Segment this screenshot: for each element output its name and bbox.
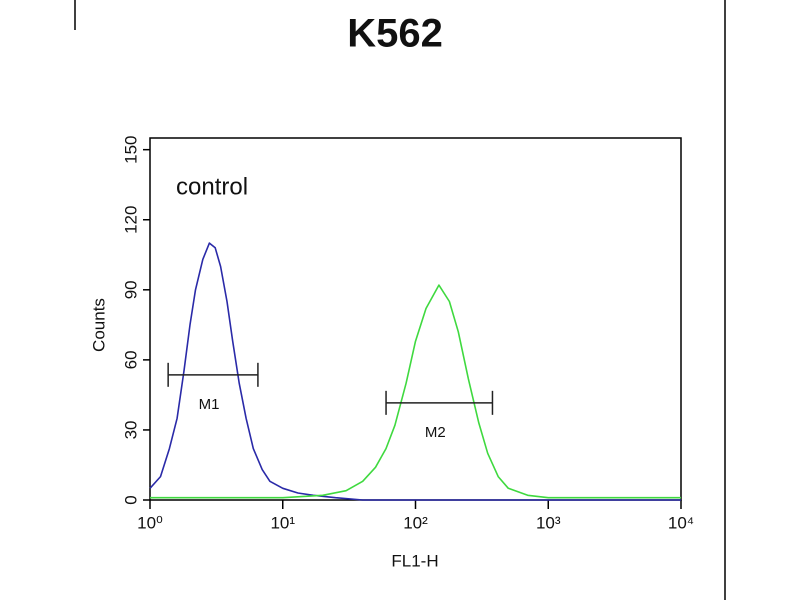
annotation: control [176, 173, 248, 200]
x-axis-label: FL1-H [391, 551, 438, 570]
histogram-line [149, 242, 681, 501]
marker-label: M1 [199, 396, 220, 413]
y-tick-label: 90 [121, 280, 140, 299]
x-tick-label: 10³ [536, 513, 561, 532]
marker-label: M2 [425, 424, 446, 441]
x-tick-label: 10¹ [270, 513, 295, 532]
histogram-line [150, 284, 681, 499]
chart-title: K562 [347, 12, 443, 56]
y-tick-label: 120 [121, 206, 140, 234]
y-axis-label: Counts [89, 298, 108, 352]
x-tick-label: 10⁴ [668, 513, 694, 532]
y-tick-label: 0 [121, 495, 140, 504]
y-tick-label: 150 [121, 135, 140, 163]
x-tick-label: 10² [403, 513, 428, 532]
x-tick-label: 10⁰ [137, 513, 163, 532]
y-tick-label: 30 [121, 420, 140, 439]
y-tick-label: 60 [121, 350, 140, 369]
